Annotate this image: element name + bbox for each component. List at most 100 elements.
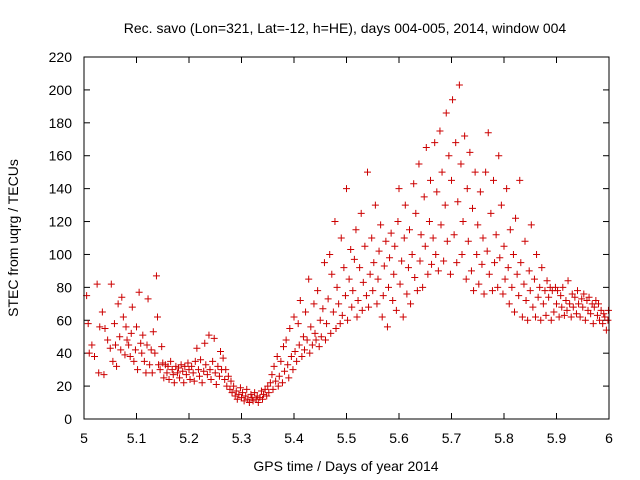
data-point [468, 267, 475, 274]
data-point [222, 366, 229, 373]
data-point [365, 304, 372, 311]
data-point [318, 333, 325, 340]
data-point [475, 281, 482, 288]
data-point [444, 238, 451, 245]
x-tick-label: 5.1 [127, 430, 147, 446]
data-point [553, 300, 560, 307]
data-point [369, 287, 376, 294]
data-point [527, 287, 534, 294]
data-point [422, 243, 429, 250]
data-point [309, 341, 316, 348]
data-point [212, 369, 219, 376]
data-point [512, 215, 519, 222]
data-point [297, 297, 304, 304]
data-point [382, 238, 389, 245]
x-tick-label: 5.7 [442, 430, 462, 446]
data-point [544, 277, 551, 284]
data-point [540, 300, 547, 307]
data-point [495, 152, 502, 159]
data-point [577, 313, 584, 320]
data-point [116, 333, 123, 340]
data-point [312, 330, 319, 337]
data-point [277, 358, 284, 365]
data-point [359, 307, 366, 314]
data-point [146, 361, 153, 368]
data-point [460, 218, 467, 225]
x-tick-label: 5.6 [389, 430, 409, 446]
data-point [432, 251, 439, 258]
data-point [360, 279, 367, 286]
data-point [390, 271, 397, 278]
data-point [373, 300, 380, 307]
data-point [322, 337, 329, 344]
data-point [526, 267, 533, 274]
data-point [456, 81, 463, 88]
data-point [364, 169, 371, 176]
data-point [268, 371, 275, 378]
x-tick-label: 5.4 [284, 430, 304, 446]
data-point [291, 313, 298, 320]
data-point [337, 320, 344, 327]
data-point [351, 256, 358, 263]
data-point [223, 383, 230, 390]
data-point [319, 305, 326, 312]
data-point [151, 350, 158, 357]
data-point [221, 376, 228, 383]
data-point [474, 221, 481, 228]
data-point [190, 369, 197, 376]
data-point [284, 361, 291, 368]
data-point [170, 371, 177, 378]
data-point [330, 309, 337, 316]
data-point [535, 294, 542, 301]
data-point [401, 235, 408, 242]
data-point [197, 356, 204, 363]
data-point [120, 313, 127, 320]
data-point [480, 235, 487, 242]
data-point [439, 169, 446, 176]
data-point [305, 276, 312, 283]
data-point [570, 304, 577, 311]
data-point [271, 363, 278, 370]
data-point [217, 348, 224, 355]
data-point [435, 267, 442, 274]
data-point [533, 251, 540, 258]
data-point [419, 284, 426, 291]
data-point [335, 300, 342, 307]
data-point [414, 287, 421, 294]
data-point [361, 243, 368, 250]
y-tick-label: 220 [49, 49, 73, 65]
data-point [421, 193, 428, 200]
data-point [124, 337, 131, 344]
data-point [505, 264, 512, 271]
data-point [338, 235, 345, 242]
data-point [307, 323, 314, 330]
data-point [428, 261, 435, 268]
data-point [199, 379, 206, 386]
data-point [469, 205, 476, 212]
data-point [91, 353, 98, 360]
data-point [568, 313, 575, 320]
data-point [296, 341, 303, 348]
data-point [520, 281, 527, 288]
data-point [599, 320, 606, 327]
data-point [391, 243, 398, 250]
data-point [424, 271, 431, 278]
data-point [205, 332, 212, 339]
data-point [559, 284, 566, 291]
data-point [295, 320, 302, 327]
data-point [155, 361, 162, 368]
data-point [389, 297, 396, 304]
data-point [440, 258, 447, 265]
data-point [137, 340, 144, 347]
data-point [298, 353, 305, 360]
data-point [158, 343, 165, 350]
data-point [453, 259, 460, 266]
y-tick-label: 20 [56, 378, 72, 394]
data-point [477, 188, 484, 195]
data-point [579, 304, 586, 311]
data-point [604, 317, 611, 324]
data-point [516, 177, 523, 184]
data-point [523, 297, 530, 304]
data-point [470, 287, 477, 294]
data-point [293, 358, 300, 365]
